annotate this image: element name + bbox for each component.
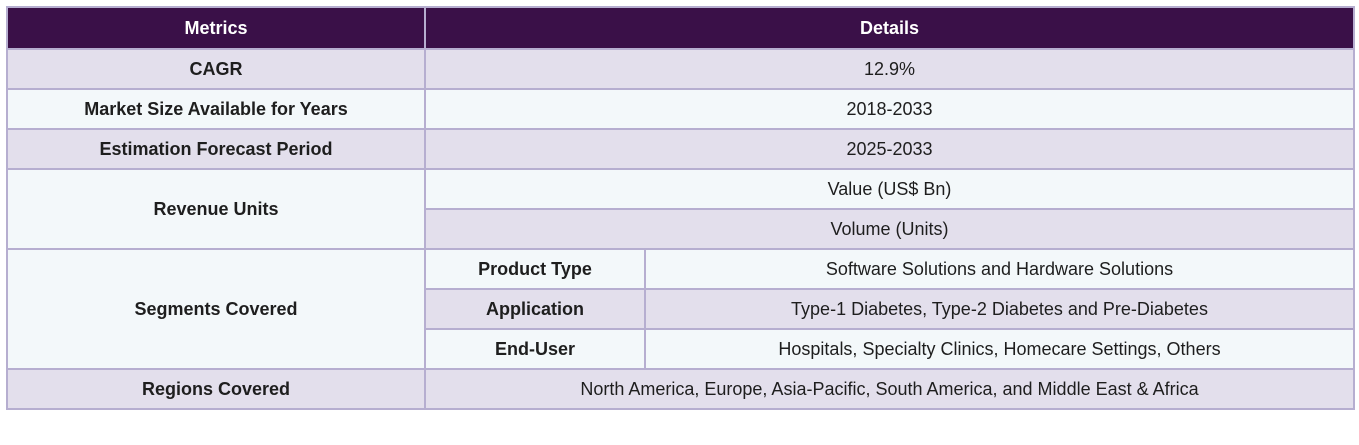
segment-value-end-user: Hospitals, Specialty Clinics, Homecare S… xyxy=(644,328,1355,370)
segments-label: Segments Covered xyxy=(6,248,426,370)
table-row-segment-application: Application Type-1 Diabetes, Type-2 Diab… xyxy=(7,288,1355,330)
table-row-market-size: Market Size Available for Years 2018-203… xyxy=(6,88,1355,130)
forecast-label: Estimation Forecast Period xyxy=(6,128,426,170)
table-row-revenue-units-2: Volume (Units) xyxy=(7,208,1355,250)
revenue-units-value-2: Volume (Units) xyxy=(424,208,1355,250)
table-header-row: Metrics Details xyxy=(6,6,1355,50)
regions-value: North America, Europe, Asia-Pacific, Sou… xyxy=(424,368,1355,410)
table-row-segment-product: Segments Covered Product Type Software S… xyxy=(6,248,1355,370)
table-row-revenue-units: Revenue Units Value (US$ Bn) xyxy=(6,168,1355,250)
revenue-units-label: Revenue Units xyxy=(6,168,426,250)
header-details: Details xyxy=(424,6,1355,50)
regions-label: Regions Covered xyxy=(6,368,426,410)
forecast-value: 2025-2033 xyxy=(424,128,1355,170)
header-metrics: Metrics xyxy=(6,6,426,50)
segment-value-application: Type-1 Diabetes, Type-2 Diabetes and Pre… xyxy=(644,288,1355,330)
segment-name-product-type: Product Type xyxy=(424,248,646,290)
segment-name-application: Application xyxy=(424,288,646,330)
cagr-label: CAGR xyxy=(6,48,426,90)
table-row-cagr: CAGR 12.9% xyxy=(6,48,1355,90)
revenue-units-value-1: Value (US$ Bn) xyxy=(424,168,1355,210)
cagr-value: 12.9% xyxy=(424,48,1355,90)
segment-name-end-user: End-User xyxy=(424,328,646,370)
segment-value-product-type: Software Solutions and Hardware Solution… xyxy=(644,248,1355,290)
table-row-regions: Regions Covered North America, Europe, A… xyxy=(6,368,1355,410)
market-size-value: 2018-2033 xyxy=(424,88,1355,130)
market-size-label: Market Size Available for Years xyxy=(6,88,426,130)
table-row-forecast: Estimation Forecast Period 2025-2033 xyxy=(6,128,1355,170)
table-row-segment-end-user: End-User Hospitals, Specialty Clinics, H… xyxy=(7,328,1355,370)
market-metrics-table: Metrics Details CAGR 12.9% Market Size A… xyxy=(6,6,1355,410)
